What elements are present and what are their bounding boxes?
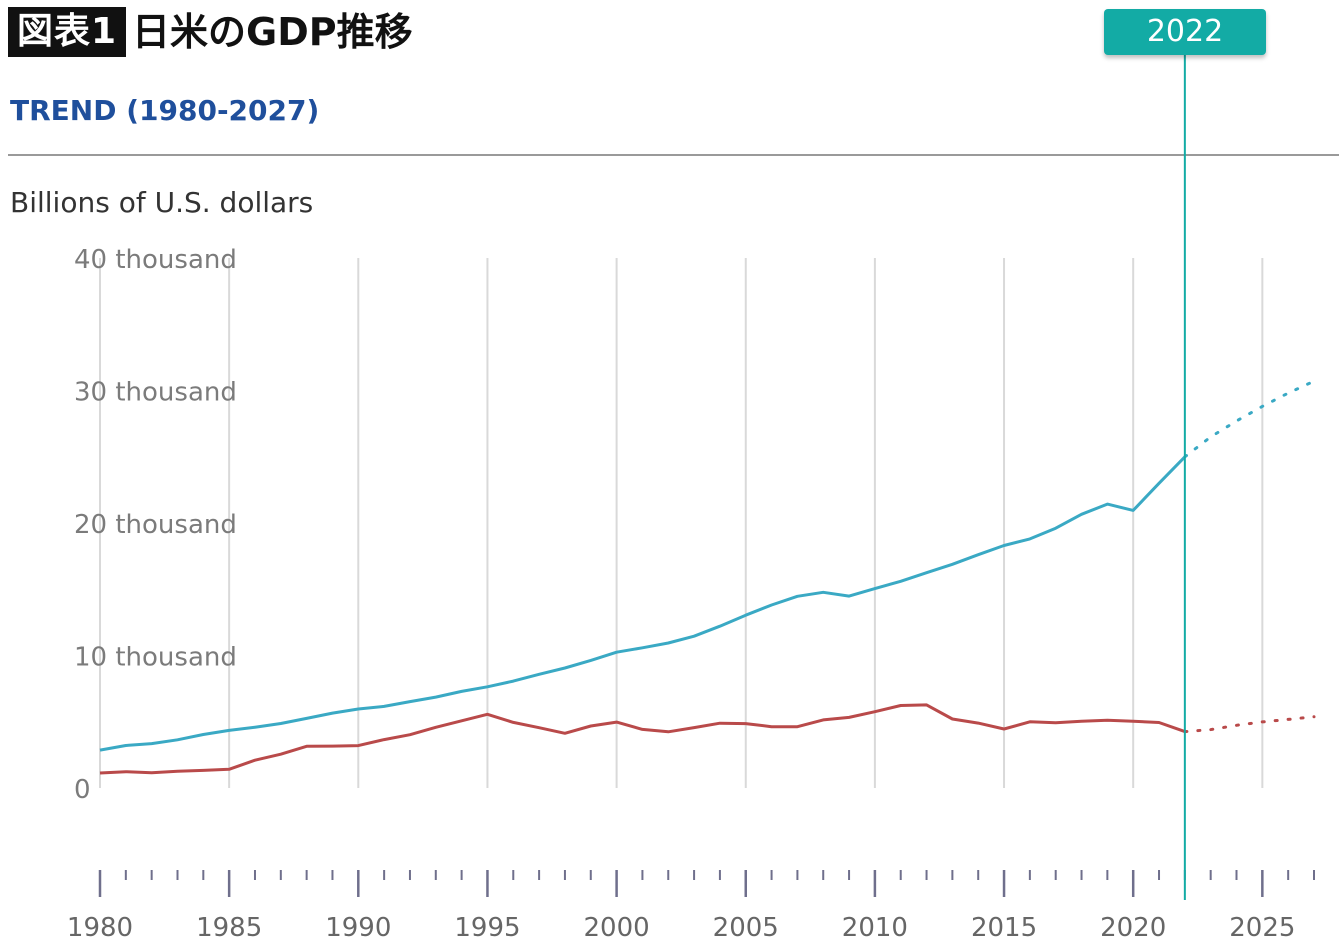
- series-projection-japan: [1183, 715, 1316, 734]
- x-tick-label-1980: 1980: [67, 913, 133, 943]
- x-tick-label-1990: 1990: [325, 913, 391, 943]
- grid-layer: [99, 258, 1264, 788]
- x-tick-label-2000: 2000: [584, 913, 650, 943]
- y-tick-label-40000: 40 thousand: [74, 245, 237, 275]
- series-line-us: [99, 455, 1186, 752]
- x-tick-label-1985: 1985: [196, 913, 262, 943]
- x-axis: 1980 1985 1990 1995 2000 2005 2010 2015 2020 2025: [67, 870, 1315, 943]
- series-projection-us: [1183, 379, 1316, 459]
- y-tick-label-0: 0: [74, 775, 91, 805]
- y-tick-labels: 0 10 thousand 20 thousand 30 thousand 40 tho…: [74, 245, 237, 805]
- chart-subtitle: TREND (1980-2027): [10, 94, 320, 127]
- x-tick-label-2010: 2010: [842, 913, 908, 943]
- y-tick-label-10000: 10 thousand: [74, 643, 237, 673]
- chart-title: 日米のGDP推移: [132, 10, 413, 54]
- y-tick-label-20000: 20 thousand: [74, 510, 237, 540]
- series-line-japan: [99, 703, 1186, 775]
- y-axis-unit-label: Billions of U.S. dollars: [10, 186, 314, 219]
- y-tick-label-30000: 30 thousand: [74, 378, 237, 408]
- x-tick-label-2020: 2020: [1100, 913, 1166, 943]
- x-tick-label-2005: 2005: [713, 913, 779, 943]
- x-tick-label-2025: 2025: [1229, 913, 1295, 943]
- header-divider: [8, 154, 1339, 156]
- year-marker-badge: 2022: [1104, 9, 1266, 55]
- figure-badge: 図表1: [8, 7, 127, 57]
- x-tick-label-1995: 1995: [454, 913, 520, 943]
- series-layer: [99, 379, 1316, 775]
- x-tick-label-2015: 2015: [971, 913, 1037, 943]
